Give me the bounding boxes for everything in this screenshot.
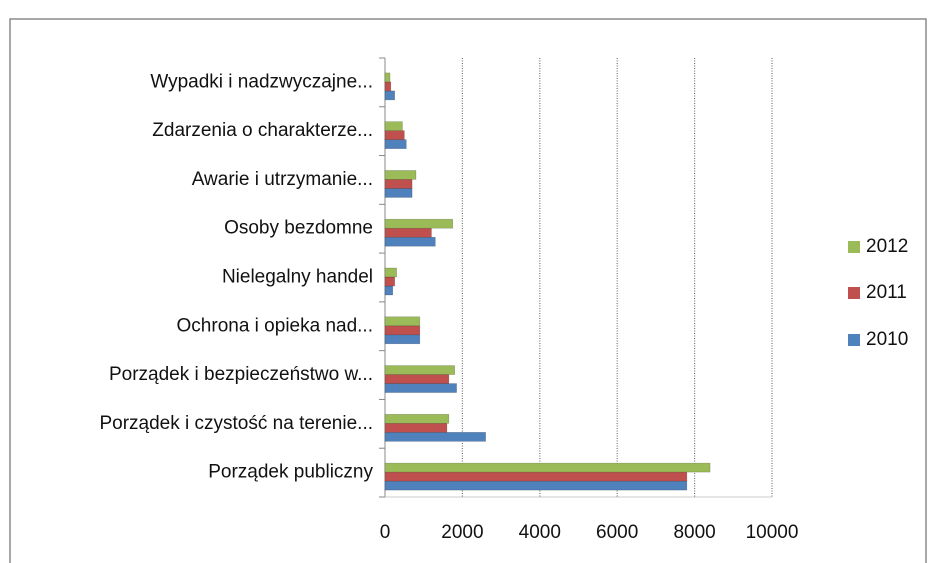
y-tick-label: Ochrona i opieka nad... xyxy=(177,315,373,336)
x-tick-label: 8000 xyxy=(673,522,715,543)
bar xyxy=(384,139,407,149)
legend-swatch xyxy=(848,287,860,299)
bar xyxy=(384,462,711,473)
bar xyxy=(384,316,421,327)
x-tick-label: 4000 xyxy=(519,522,561,543)
bar xyxy=(384,179,413,189)
bar xyxy=(384,414,450,424)
legend-swatch xyxy=(848,334,860,346)
bar xyxy=(384,72,391,83)
bar xyxy=(384,276,395,287)
bar xyxy=(384,423,448,433)
bar xyxy=(384,480,688,491)
bar xyxy=(384,374,450,384)
y-tick-label: Osoby bezdomne xyxy=(224,218,373,239)
bar xyxy=(384,334,421,345)
bar xyxy=(384,325,421,336)
x-tick-label: 6000 xyxy=(596,522,638,543)
y-tick-label: Zdarzenia o charakterze... xyxy=(152,120,373,141)
bar xyxy=(384,121,403,131)
y-tick-label: Wypadki i nadzwyczajne... xyxy=(150,71,373,92)
bar xyxy=(384,227,432,238)
bar xyxy=(384,267,397,278)
bar xyxy=(384,130,405,140)
y-tick-label: Nielegalny handel xyxy=(222,267,373,288)
bar xyxy=(384,432,486,442)
y-tick-label: Porządek publiczny xyxy=(208,462,373,483)
chart-border xyxy=(9,18,927,563)
bar xyxy=(384,383,457,393)
bar xyxy=(384,90,395,101)
y-tick-label: Porządek i czystość na terenie... xyxy=(99,413,373,434)
bar xyxy=(384,365,455,375)
bar xyxy=(384,285,394,296)
x-tick-label: 0 xyxy=(380,522,391,543)
bar xyxy=(384,81,392,92)
legend-label: 2012 xyxy=(866,236,908,257)
legend-label: 2010 xyxy=(866,329,908,350)
bar xyxy=(384,218,454,229)
y-tick-label: Porządek i bezpieczeństwo w... xyxy=(109,364,373,385)
x-tick-label: 10000 xyxy=(746,522,799,543)
bar xyxy=(384,170,417,180)
y-tick-label: Awarie i utrzymanie... xyxy=(192,169,373,190)
bar xyxy=(384,471,688,482)
bar xyxy=(384,236,436,247)
x-tick-label: 2000 xyxy=(441,522,483,543)
legend-label: 2011 xyxy=(866,282,907,303)
bar xyxy=(384,188,413,198)
legend-swatch xyxy=(848,241,860,253)
